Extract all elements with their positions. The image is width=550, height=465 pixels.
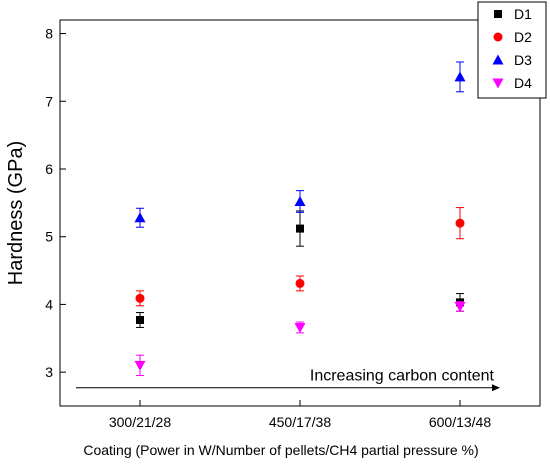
- legend: D1 D2 D3 D4: [477, 1, 547, 99]
- annotations: Increasing carbon content: [76, 368, 500, 392]
- data-point: [455, 218, 465, 228]
- x-tick-label: 300/21/28: [109, 414, 171, 430]
- legend-marker: [494, 10, 502, 18]
- legend-label: D3: [514, 52, 532, 68]
- data-point: [135, 293, 145, 303]
- y-tick-label: 8: [45, 26, 53, 42]
- legend-label: D2: [514, 29, 532, 45]
- x-tick-label: 450/17/38: [269, 414, 331, 430]
- annotation-label: Increasing carbon content: [310, 368, 495, 385]
- x-tick-label: 600/13/48: [429, 414, 491, 430]
- data-point: [296, 224, 304, 233]
- data-point: [454, 301, 466, 312]
- series-d1: [136, 210, 464, 328]
- series-d4: [134, 301, 466, 377]
- series-layer: [134, 61, 466, 377]
- legend-label: D1: [514, 6, 532, 22]
- data-point: [294, 195, 306, 206]
- legend-marker: [493, 32, 503, 42]
- data-point: [134, 212, 146, 223]
- legend-marker: [492, 78, 504, 89]
- legend-box: [477, 1, 547, 99]
- data-point: [134, 360, 146, 371]
- y-tick-label: 3: [45, 364, 53, 380]
- data-point: [136, 315, 144, 324]
- series-d3: [134, 61, 466, 228]
- data-point: [454, 71, 466, 82]
- legend-marker: [492, 54, 504, 65]
- y-axis-title: Hardness (GPa): [5, 141, 27, 286]
- annotation-arrow-head: [492, 384, 500, 392]
- y-tick-label: 4: [45, 296, 53, 312]
- y-tick-label: 6: [45, 161, 53, 177]
- x-axis-title: Coating (Power in W/Number of pellets/CH…: [83, 442, 478, 458]
- data-point: [294, 322, 306, 333]
- y-axis: 3 4 5 6 7 8: [45, 26, 66, 380]
- y-tick-label: 5: [45, 229, 53, 245]
- y-tick-label: 7: [45, 93, 53, 109]
- data-point: [295, 278, 305, 288]
- series-d2: [135, 207, 465, 307]
- x-axis: 300/21/28 450/17/38 600/13/48: [109, 400, 491, 430]
- legend-label: D4: [514, 75, 532, 91]
